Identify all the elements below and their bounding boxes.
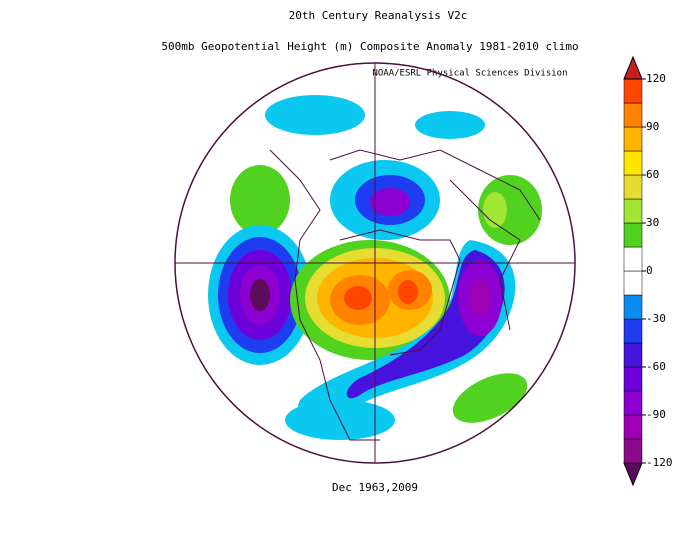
- subtitle: 500mb Geopotential Height (m) Composite …: [161, 40, 578, 53]
- colorbar-arrow: [623, 55, 643, 80]
- colorbar-tick-label: -30: [646, 312, 666, 325]
- colorbar-segment: [623, 438, 643, 464]
- colorbar-segment: [623, 270, 643, 296]
- colorbar-segment: [623, 174, 643, 200]
- colorbar-segment: [623, 366, 643, 392]
- source: NOAA/ESRL Physical Sciences Division: [372, 69, 567, 79]
- date-label: Dec 1963,2009: [332, 481, 418, 494]
- colorbar-tick-label: -120: [646, 456, 673, 469]
- colorbar-tick-label: 90: [646, 120, 659, 133]
- colorbar-tick-label: 120: [646, 72, 666, 85]
- colorbar-segment: [623, 246, 643, 272]
- colorbar-segment: [623, 390, 643, 416]
- colorbar-segment: [623, 318, 643, 344]
- colorbar-arrow: [623, 462, 643, 487]
- colorbar-segment: [623, 150, 643, 176]
- anomaly-field: [208, 95, 542, 440]
- colorbar-segment: [623, 414, 643, 440]
- coastlines: [269, 149, 541, 441]
- colorbar-tick-label: 30: [646, 216, 659, 229]
- colorbar-tick-label: -90: [646, 408, 666, 421]
- colorbar-tick-label: -60: [646, 360, 666, 373]
- colorbar-tick-label: 0: [646, 264, 653, 277]
- title: 20th Century Reanalysis V2c: [289, 9, 468, 22]
- colorbar: -120 -90 -60 -30 0 30 60 90 120: [623, 55, 673, 487]
- colorbar-segment: [623, 102, 643, 128]
- colorbar-segment: [623, 126, 643, 152]
- colorbar-segment: [623, 294, 643, 320]
- colorbar-segment: [623, 342, 643, 368]
- colorbar-tick-label: 60: [646, 168, 659, 181]
- colorbar-segment: [623, 78, 643, 104]
- colorbar-segment: [623, 222, 643, 248]
- colorbar-segment: [623, 198, 643, 224]
